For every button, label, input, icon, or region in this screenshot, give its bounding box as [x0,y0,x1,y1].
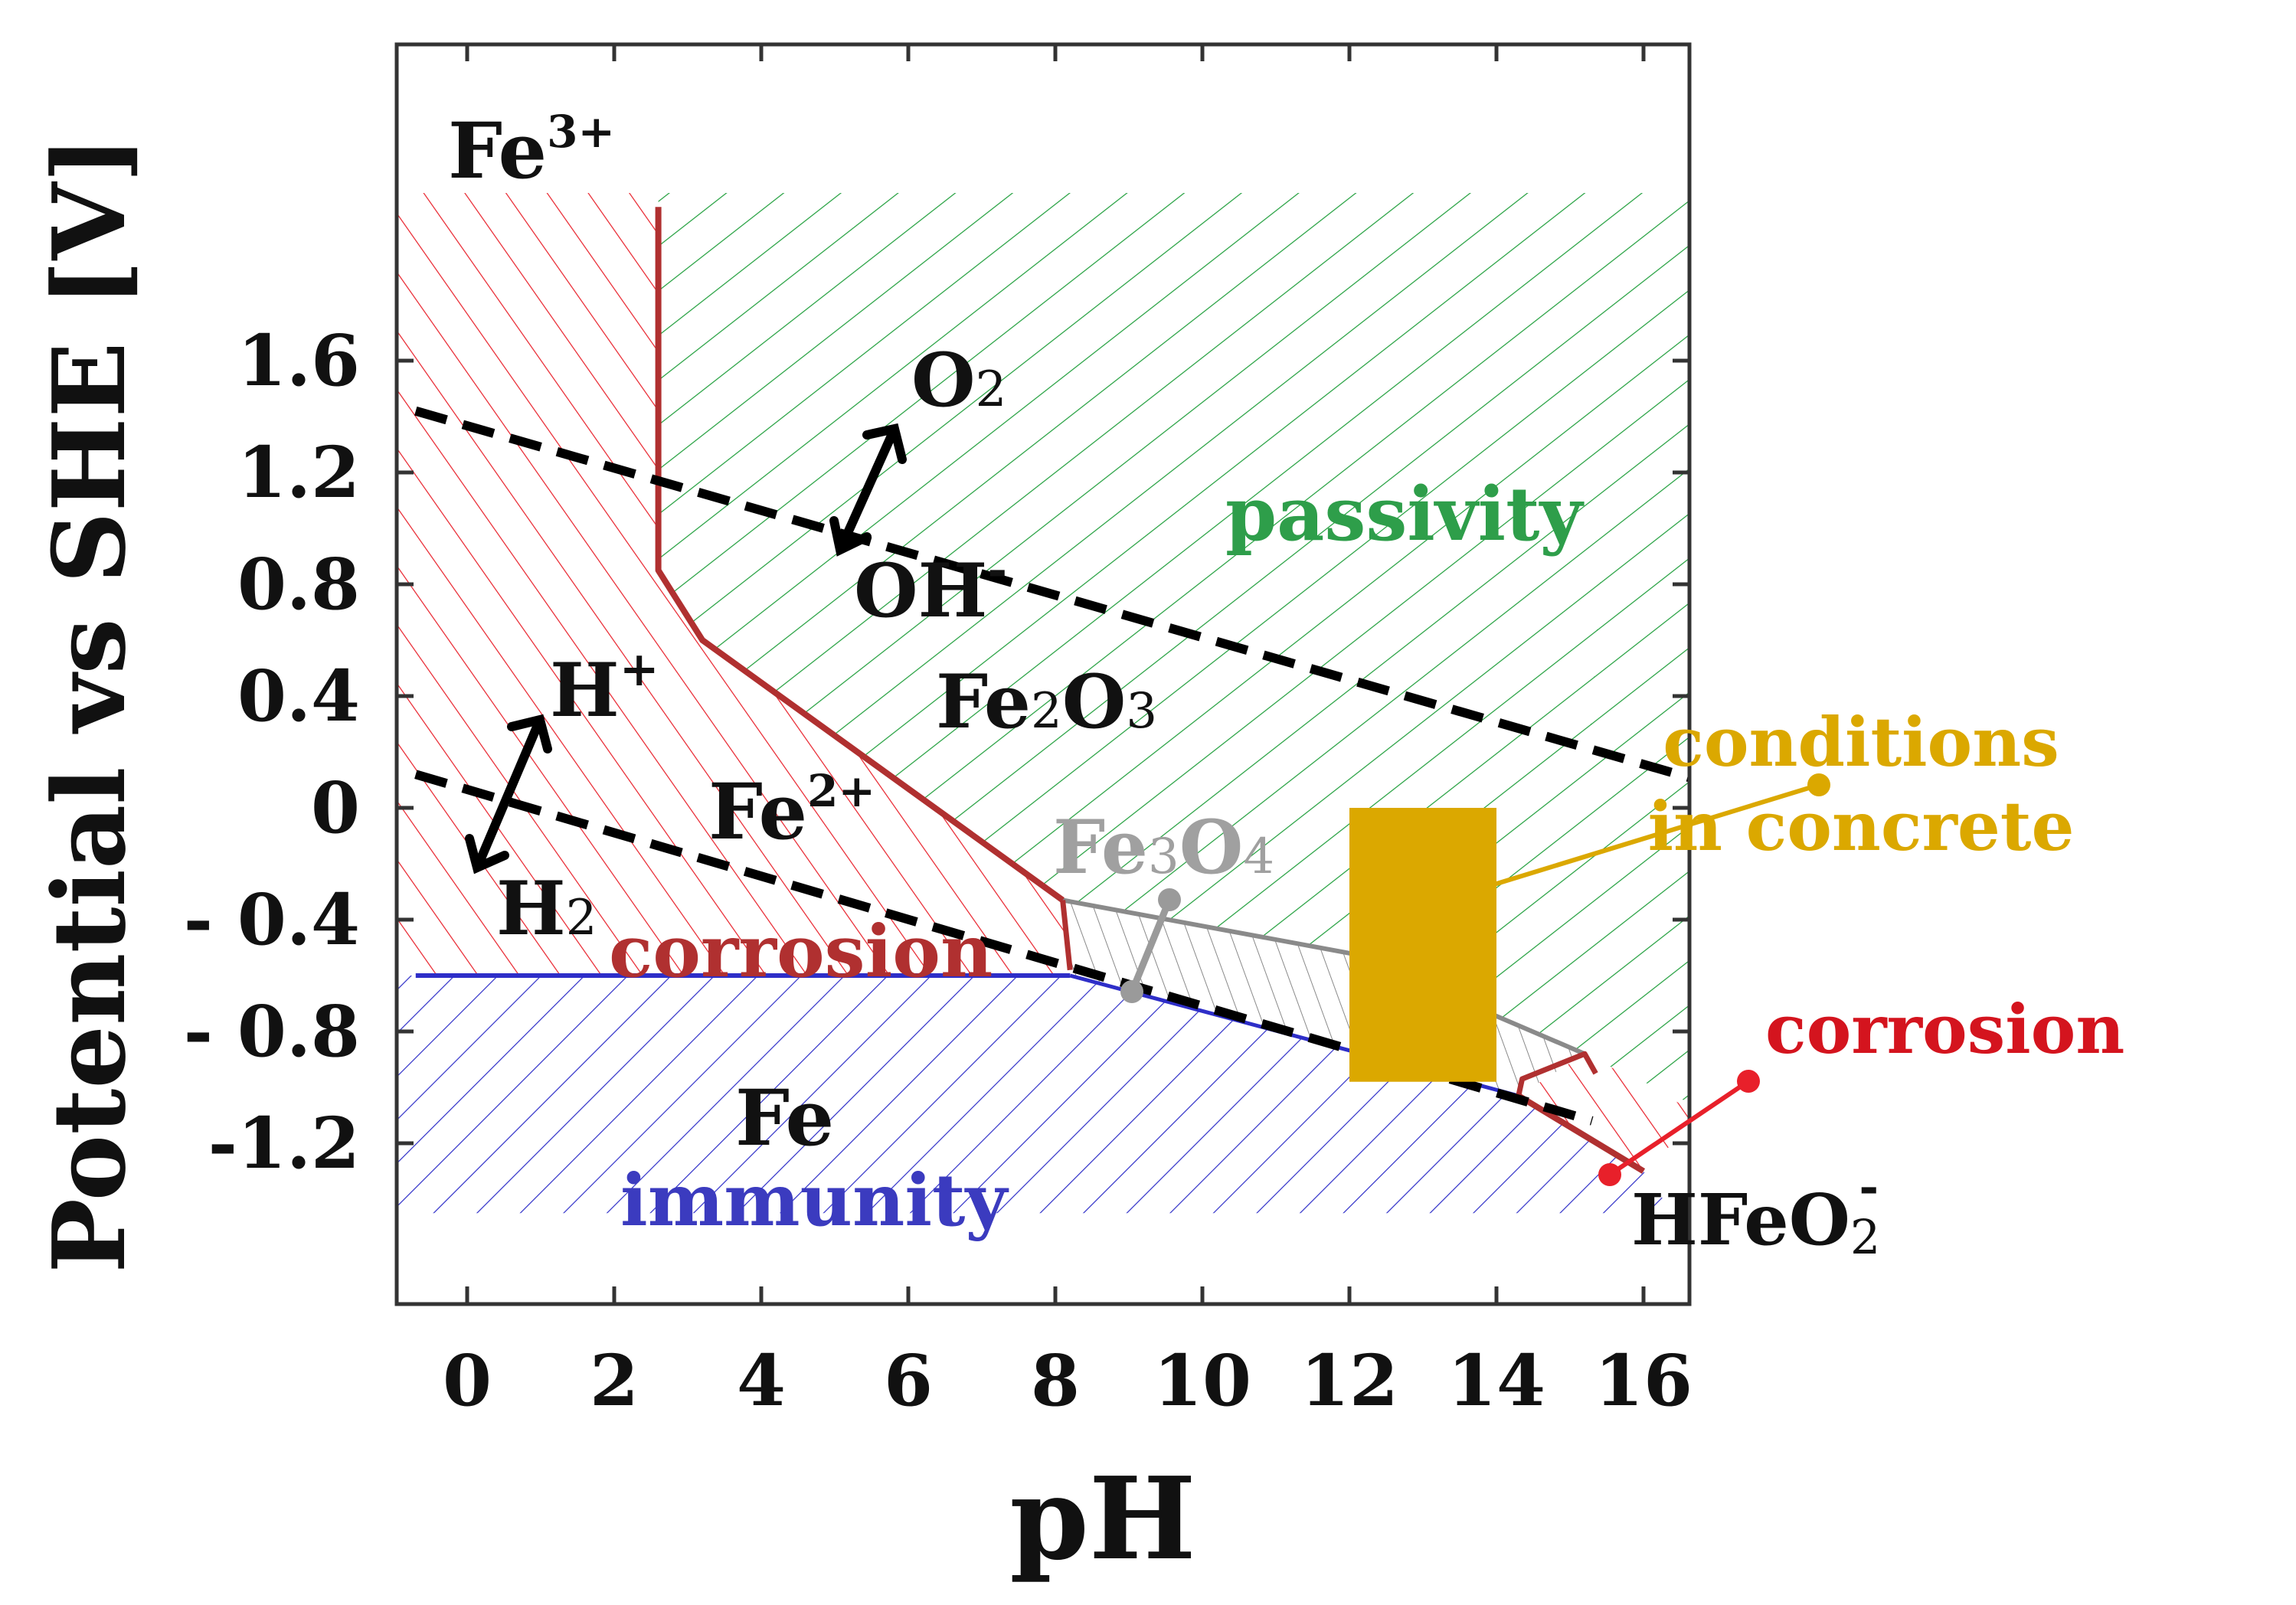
x-tick-label-6: 6 [884,1339,933,1422]
x-tick-label-16: 16 [1594,1339,1693,1422]
x-tick-label-0: 0 [443,1339,492,1422]
fe2-symbol: Fe [708,767,807,857]
hfeo2-label: HFeO2- [1631,1159,1880,1265]
x-axis-title: pH [1009,1452,1195,1585]
axis-ticks: 0 2 4 6 8 10 12 14 16 1.6 1.2 0.8 0.4 0 - 0.4 - 0.8 -1.2 [184,44,1693,1422]
fe3o4-label: Fe3O4 [1053,804,1274,891]
fe3o4-pointer-dot-bottom [1120,980,1143,1003]
y-tick-label-4: 0 [311,767,360,849]
h2-sub2: 2 [566,890,597,946]
fe3o4-fe: Fe [1053,804,1148,891]
hplus-main: H [550,647,620,734]
fe3o4-pointer [1128,898,1173,993]
y-tick-label-0: 1.6 [237,319,360,402]
fe2-label: Fe2+ [708,765,875,857]
fe3o4-sub4: 4 [1243,829,1274,885]
plot-frame [394,42,1692,1306]
fe2-charge: 2+ [807,765,875,817]
o2-oh-water-line [414,406,1689,783]
passivity-label: passivity [1225,471,1585,557]
conditions-label-line1: conditions [1663,702,2059,782]
fe3-charge: 3+ [547,106,615,158]
corrosion-right-label: corrosion [1765,989,2124,1069]
y-tick-label-1: 1.2 [237,431,360,514]
corrosion-left-label: corrosion [609,910,993,994]
oh-main: OH [854,548,987,634]
fe3-symbol: Fe [448,106,547,196]
immunity-region [397,976,1673,1214]
fe2-fe3o4-boundary [1060,900,1073,971]
oh-charge: - [987,541,1007,597]
corrosion-region-left [397,193,1071,976]
h-h2-water-line [414,770,1594,1126]
fe3o4-pointer-dot-top [1158,888,1181,911]
y-tick-label-2: 0.8 [237,543,360,626]
water-stability-lines [414,406,1689,1126]
fe3o4-sub3: 3 [1148,829,1179,885]
fe2o3-o: O [1062,659,1127,745]
y-tick-label-7: -1.2 [208,1102,360,1185]
y-tick-label-5: - 0.4 [184,878,360,961]
oh-label: OH- [854,541,1007,634]
h-h2-arrow-head-top [507,714,552,753]
concrete-conditions-box [1349,808,1496,1082]
fe3-label: Fe3+ [448,106,615,196]
concrete-callout-line [1473,783,1820,893]
fe2o3-fe: Fe [936,659,1031,745]
o2-oh-arrow-head-top [862,423,907,464]
fe2o3-sub3: 3 [1126,683,1157,740]
o2-label: O2 [911,337,1006,423]
hplus-charge: + [620,641,659,697]
concrete-callout-dot [1807,773,1830,796]
x-tick-label-8: 8 [1031,1339,1080,1422]
fe2o3-sub2: 2 [1031,683,1062,740]
x-tick-label-12: 12 [1300,1339,1398,1422]
conditions-label-line2: in concrete [1648,786,2075,866]
x-tick-label-4: 4 [737,1339,786,1422]
y-tick-label-3: 0.4 [237,655,360,737]
h2-h: H [496,865,566,952]
fe3-fe2o3-boundary [655,207,1065,903]
region-labels: Fe3+ Fe2+ Fe2O3 Fe3O4 Fe HFeO2- O2 OH- H… [448,106,2124,1265]
hplus-label: H+ [550,641,659,734]
x-tick-label-2: 2 [590,1339,639,1422]
h-h2-arrow [473,718,545,870]
hfeo2-sub2: 2 [1850,1209,1880,1265]
o2-oh-arrow-head-bottom [829,516,872,557]
x-tick-label-14: 14 [1447,1339,1545,1422]
h-h2-arrow-head-bottom [465,834,509,874]
reaction-arrows [465,423,1830,1186]
corrosion-callout-line [1608,1079,1750,1177]
o2-o: O [911,337,976,423]
y-tick-label-6: - 0.8 [184,990,360,1073]
hfeo2-fe-boundary [1516,1093,1646,1174]
immunity-label: immunity [620,1159,1009,1243]
hfeo2-charge: - [1859,1159,1879,1214]
hfeo2-region-boundary [1516,1051,1598,1097]
o2-oh-arrow [836,427,899,552]
fe2o3-label: Fe2O3 [936,659,1157,745]
x-tick-label-10: 10 [1153,1339,1251,1422]
corrosion-region-right [1518,1054,1689,1172]
corrosion-callout-dot-end [1737,1070,1760,1093]
fe3o4-o: O [1179,804,1244,891]
hfeo2-main: HFeO [1631,1178,1850,1261]
h2-label: H2 [496,865,597,952]
o2-sub2: 2 [976,361,1007,418]
fe-label: Fe [735,1073,834,1163]
y-axis-title: Potential vs SHE [V] [31,136,148,1273]
corrosion-callout-dot-start [1598,1163,1621,1186]
